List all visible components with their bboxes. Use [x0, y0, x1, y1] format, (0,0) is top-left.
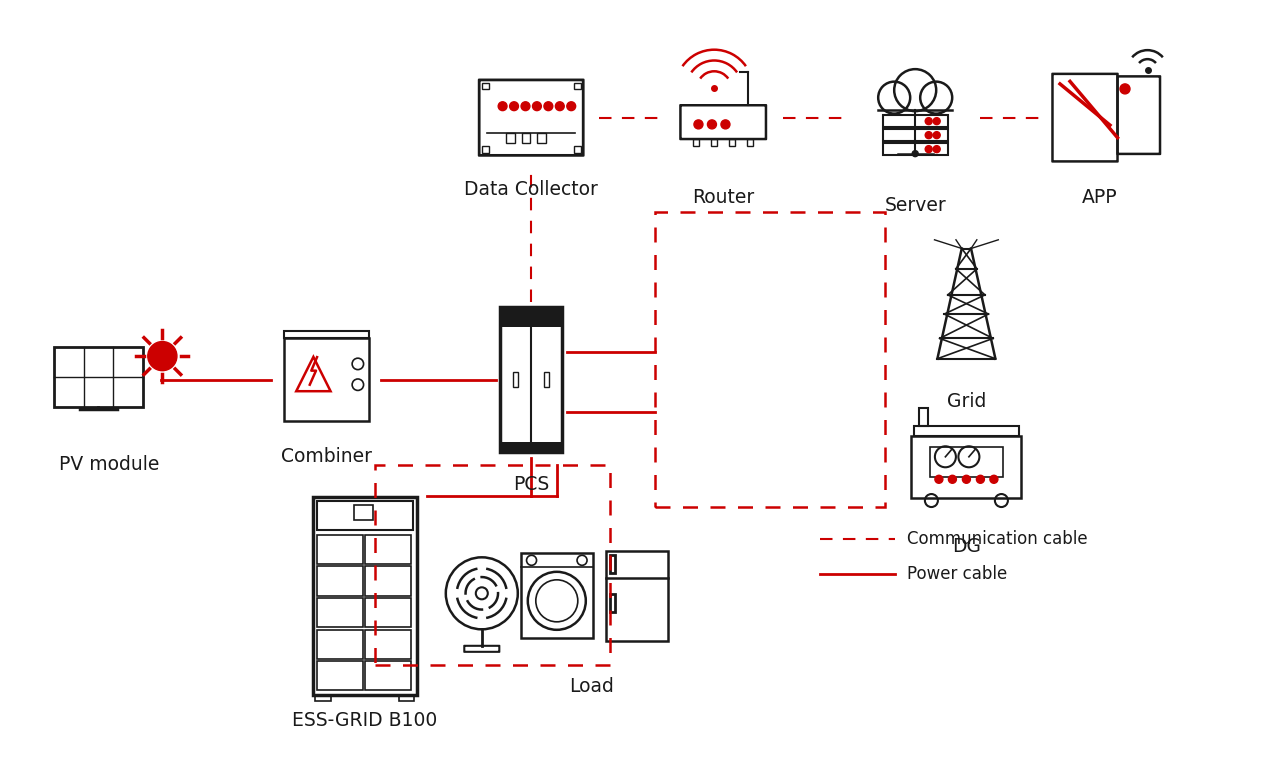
- Circle shape: [933, 118, 941, 124]
- Bar: [283, 331, 370, 338]
- Bar: [883, 143, 947, 155]
- Text: PCS: PCS: [513, 474, 549, 493]
- Bar: [883, 129, 947, 141]
- Bar: [500, 307, 562, 327]
- Circle shape: [532, 102, 541, 111]
- Text: PV module: PV module: [59, 455, 159, 474]
- Text: Load: Load: [570, 677, 614, 696]
- Bar: [748, 139, 754, 146]
- Bar: [481, 146, 489, 153]
- Bar: [522, 134, 530, 143]
- Bar: [538, 134, 545, 143]
- Text: Server: Server: [884, 196, 946, 215]
- Bar: [312, 497, 417, 694]
- Bar: [506, 134, 515, 143]
- Circle shape: [721, 120, 730, 129]
- Bar: [573, 146, 581, 153]
- Text: Data Collector: Data Collector: [465, 180, 598, 199]
- Bar: [283, 338, 370, 421]
- Text: Router: Router: [692, 187, 754, 206]
- Circle shape: [1120, 84, 1130, 94]
- Bar: [883, 115, 947, 128]
- Bar: [365, 535, 411, 565]
- Circle shape: [933, 131, 941, 139]
- Circle shape: [948, 475, 956, 483]
- Bar: [317, 566, 362, 596]
- Bar: [317, 598, 362, 628]
- Bar: [513, 372, 518, 387]
- Circle shape: [913, 150, 918, 156]
- Circle shape: [963, 475, 970, 483]
- Text: Power cable: Power cable: [908, 565, 1007, 583]
- Bar: [911, 436, 1021, 498]
- Bar: [365, 661, 411, 691]
- Bar: [544, 372, 549, 387]
- Bar: [365, 629, 411, 659]
- Text: Communication cable: Communication cable: [908, 530, 1088, 548]
- Circle shape: [934, 475, 943, 483]
- Bar: [914, 426, 1019, 436]
- Bar: [481, 83, 489, 90]
- Circle shape: [925, 118, 932, 124]
- Bar: [730, 139, 735, 146]
- Circle shape: [567, 102, 576, 111]
- Text: ESS-GRID B100: ESS-GRID B100: [292, 711, 438, 730]
- Bar: [355, 505, 372, 521]
- Circle shape: [556, 102, 564, 111]
- Bar: [919, 408, 928, 426]
- Bar: [317, 629, 362, 659]
- Circle shape: [933, 146, 941, 153]
- Circle shape: [498, 102, 507, 111]
- Bar: [317, 661, 362, 691]
- Bar: [500, 442, 562, 452]
- Text: Combiner: Combiner: [280, 448, 372, 467]
- Circle shape: [925, 146, 932, 153]
- Text: Grid: Grid: [947, 392, 986, 411]
- Text: APP: APP: [1082, 187, 1117, 206]
- Bar: [655, 212, 884, 507]
- Circle shape: [920, 82, 952, 114]
- Bar: [878, 92, 952, 112]
- Circle shape: [521, 102, 530, 111]
- Circle shape: [147, 342, 177, 370]
- Bar: [609, 594, 614, 613]
- Bar: [375, 465, 611, 665]
- Circle shape: [708, 120, 717, 129]
- Text: DG: DG: [952, 537, 980, 556]
- Bar: [931, 447, 1002, 477]
- Bar: [365, 566, 411, 596]
- Bar: [398, 694, 415, 701]
- Bar: [712, 139, 717, 146]
- Circle shape: [977, 475, 984, 483]
- Circle shape: [878, 82, 910, 114]
- Circle shape: [509, 102, 518, 111]
- Bar: [317, 501, 412, 530]
- Bar: [521, 553, 593, 638]
- Bar: [692, 139, 699, 146]
- Bar: [315, 694, 332, 701]
- Bar: [54, 347, 142, 407]
- Bar: [609, 556, 614, 573]
- Bar: [573, 83, 581, 90]
- Bar: [317, 535, 362, 565]
- Circle shape: [989, 475, 998, 483]
- Bar: [500, 307, 562, 452]
- Bar: [605, 551, 668, 641]
- Circle shape: [925, 131, 932, 139]
- Circle shape: [694, 120, 703, 129]
- Bar: [365, 598, 411, 628]
- Circle shape: [895, 69, 936, 111]
- Circle shape: [544, 102, 553, 111]
